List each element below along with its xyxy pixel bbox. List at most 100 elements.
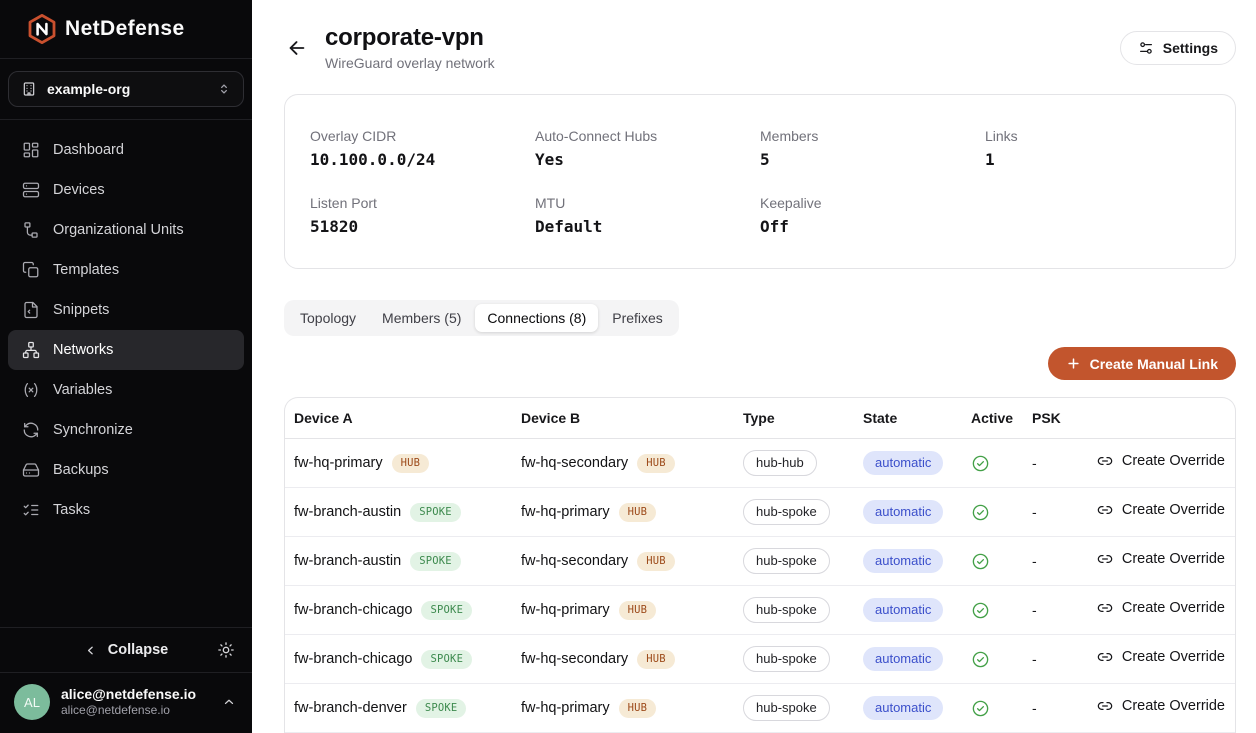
sidebar-item[interactable]: Synchronize xyxy=(8,410,244,450)
link-icon xyxy=(1097,600,1113,616)
user-email: alice@netdefense.io xyxy=(61,703,170,718)
summary-field-label: Keepalive xyxy=(760,195,822,211)
column-header: Device A xyxy=(285,398,512,439)
tab[interactable]: Prefixes xyxy=(600,304,675,332)
summary-field: Overlay CIDR 10.100.0.0/24 xyxy=(310,128,535,169)
link-icon xyxy=(1097,698,1113,714)
tab[interactable]: Members (5) xyxy=(370,304,473,332)
create-override-link[interactable]: Create Override xyxy=(1097,551,1225,567)
connection-row: fw-branch-austin SPOKE fw-hq-primary HUB xyxy=(285,487,1235,537)
table-header-row: Device A Device B Type State Active PSK xyxy=(285,398,1235,439)
sidebar-item[interactable]: Templates xyxy=(8,250,244,290)
back-button[interactable] xyxy=(284,35,310,61)
device-a-cell: fw-branch-austin SPOKE xyxy=(294,551,461,571)
theme-toggle-button[interactable] xyxy=(217,641,235,659)
device-a-role-badge: SPOKE xyxy=(421,649,473,669)
device-b-name: fw-hq-secondary xyxy=(521,553,629,569)
device-b-name: fw-hq-secondary xyxy=(521,651,629,667)
create-override-link[interactable]: Create Override xyxy=(1097,453,1225,469)
sidebar-item[interactable]: Variables xyxy=(8,370,244,410)
create-override-link[interactable]: Create Override xyxy=(1097,600,1225,616)
summary-field: Members 5 xyxy=(760,128,985,169)
device-a-role-badge: SPOKE xyxy=(410,502,461,522)
main-content: corporate-vpn WireGuard overlay network … xyxy=(252,0,1256,733)
psk-value: - xyxy=(1032,650,1037,667)
device-a-cell: fw-hq-primary HUB xyxy=(294,453,430,473)
chevrons-up-down-icon xyxy=(217,82,231,96)
templates-icon xyxy=(22,261,40,279)
connections-table: Device A Device B Type State Active PSK fw-hq… xyxy=(285,398,1235,733)
arrow-left-icon xyxy=(286,37,308,59)
create-manual-link-button[interactable]: Create Manual Link xyxy=(1047,347,1236,380)
summary-field-value: 5 xyxy=(760,150,770,169)
summary-field-value: 51820 xyxy=(310,217,359,236)
create-override-label: Create Override xyxy=(1121,600,1225,616)
device-b-name: fw-hq-primary xyxy=(521,700,610,716)
device-b-cell: fw-hq-secondary HUB xyxy=(521,453,675,473)
connection-row: fw-hq-primary HUB fw-hq-secondary HUB hu… xyxy=(285,438,1235,488)
sidebar-item[interactable]: Backups xyxy=(8,450,244,490)
psk-value: - xyxy=(1032,503,1037,520)
device-a-role-badge: SPOKE xyxy=(410,551,461,571)
column-header: Device B xyxy=(512,398,734,439)
create-override-link[interactable]: Create Override xyxy=(1097,502,1225,518)
network-summary-card: Overlay CIDR 10.100.0.0/24 Auto-Connect … xyxy=(284,94,1236,269)
create-override-label: Create Override xyxy=(1121,502,1225,518)
sidebar-footer: Collapse AL alice@netdefense.io alice@ne… xyxy=(0,627,252,733)
brand: NetDefense xyxy=(0,0,252,59)
summary-field: Keepalive Off xyxy=(760,195,985,236)
sidebar-item-label: Synchronize xyxy=(53,422,133,438)
avatar: AL xyxy=(14,684,50,720)
device-b-name: fw-hq-primary xyxy=(521,504,610,520)
device-a-name: fw-branch-chicago xyxy=(294,602,413,618)
create-override-link[interactable]: Create Override xyxy=(1097,649,1225,665)
active-check-icon xyxy=(971,699,990,718)
sidebar-item[interactable]: Dashboard xyxy=(8,130,244,170)
synchronize-icon xyxy=(22,421,40,439)
psk-value: - xyxy=(1032,454,1037,471)
link-type-badge: hub-spoke xyxy=(743,597,830,623)
page-title: corporate-vpn xyxy=(325,24,484,51)
devices-icon xyxy=(22,181,40,199)
link-type-badge: hub-spoke xyxy=(743,548,830,574)
tab[interactable]: Connections (8) xyxy=(475,304,599,332)
user-menu[interactable]: AL alice@netdefense.io alice@netdefense.… xyxy=(0,672,252,733)
device-b-role-badge: HUB xyxy=(618,502,657,522)
sidebar-item[interactable]: Tasks xyxy=(8,490,244,530)
tab[interactable]: Topology xyxy=(288,304,368,332)
summary-field-label: Listen Port xyxy=(310,195,377,211)
link-state-badge: automatic xyxy=(863,647,944,671)
collapse-label: Collapse xyxy=(107,642,169,658)
settings-button[interactable]: Settings xyxy=(1119,30,1236,65)
psk-value: - xyxy=(1032,699,1037,716)
summary-field-value: Yes xyxy=(535,150,564,169)
collapse-row: Collapse xyxy=(0,627,252,672)
link-state-badge: automatic xyxy=(863,500,944,524)
device-a-role-badge: SPOKE xyxy=(421,600,473,620)
org-selector-label: example-org xyxy=(47,81,131,97)
device-a-cell: fw-branch-chicago SPOKE xyxy=(294,649,473,669)
device-b-cell: fw-hq-primary HUB xyxy=(521,502,657,522)
collapse-button[interactable]: Collapse xyxy=(84,642,168,658)
sidebar-item[interactable]: Devices xyxy=(8,170,244,210)
sidebar-item-label: Devices xyxy=(53,182,105,198)
link-type-badge: hub-spoke xyxy=(743,499,830,525)
org-selector[interactable]: example-org xyxy=(8,71,244,107)
dashboard-icon xyxy=(22,141,40,159)
psk-value: - xyxy=(1032,552,1037,569)
summary-field-value: Default xyxy=(535,217,603,236)
summary-field: Listen Port 51820 xyxy=(310,195,535,236)
brand-name: NetDefense xyxy=(65,17,185,40)
connection-row: fw-branch-chicago SPOKE fw-hq-secondary … xyxy=(285,634,1235,684)
tab-bar: Topology Members (5) Connections (8) Pre… xyxy=(284,300,679,336)
device-b-cell: fw-hq-secondary HUB xyxy=(521,551,675,571)
sidebar-item[interactable]: Organizational Units xyxy=(8,210,244,250)
device-b-role-badge: HUB xyxy=(637,551,675,571)
sidebar-item[interactable]: Networks xyxy=(8,330,244,370)
sidebar-item-label: Snippets xyxy=(53,302,110,318)
link-icon xyxy=(1097,502,1113,518)
sidebar-item[interactable]: Snippets xyxy=(8,290,244,330)
create-override-label: Create Override xyxy=(1121,453,1225,469)
active-check-icon xyxy=(971,454,990,473)
create-override-link[interactable]: Create Override xyxy=(1097,698,1225,714)
